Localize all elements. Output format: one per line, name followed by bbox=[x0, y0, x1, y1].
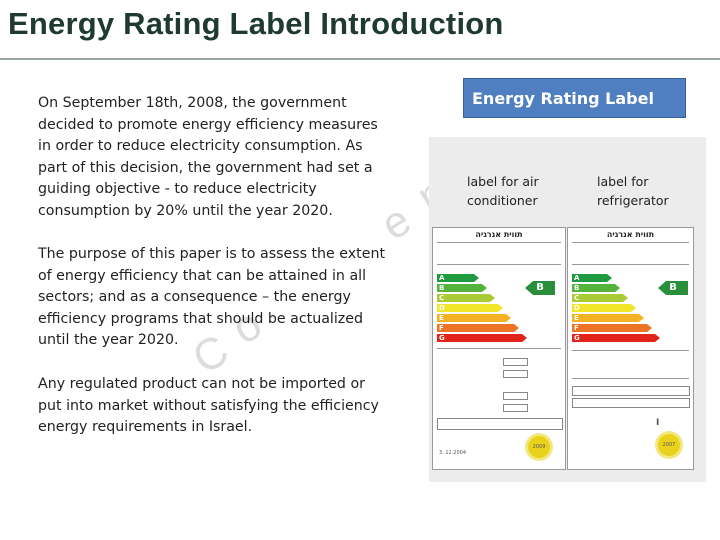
label-divider bbox=[572, 242, 689, 243]
energy-star-seal: 2009 bbox=[528, 436, 550, 458]
label-divider bbox=[572, 350, 689, 351]
rating-arrow: B bbox=[525, 281, 555, 295]
intro-paragraph: On September 18th, 2008, the government … bbox=[38, 95, 378, 219]
grade-bar-b: B bbox=[572, 284, 620, 292]
energy-label-refrigerator: תווית אנרגיה A B C D E F G B I 2007 bbox=[567, 227, 694, 470]
label-divider bbox=[437, 264, 561, 265]
value-box bbox=[503, 404, 528, 412]
energy-star-seal: 2007 bbox=[658, 434, 680, 456]
label-divider bbox=[437, 348, 561, 349]
value-box bbox=[503, 370, 528, 378]
grade-bar-b: B bbox=[437, 284, 487, 292]
energy-label-air-conditioner: תווית אנרגיה A B C D E F G B 2009 3..12.… bbox=[432, 227, 566, 470]
label-divider bbox=[572, 378, 689, 379]
label-divider bbox=[437, 242, 561, 243]
caption-refrigerator: label for refrigerator bbox=[597, 174, 669, 208]
value-box bbox=[503, 392, 528, 400]
grade-bar-e: E bbox=[437, 314, 511, 322]
grade-bar-a: A bbox=[437, 274, 479, 282]
purpose-paragraph: The purpose of this paper is to assess t… bbox=[38, 246, 386, 349]
value-box bbox=[572, 398, 690, 408]
grade-bar-f: F bbox=[572, 324, 652, 332]
value-box bbox=[503, 358, 528, 366]
grade-bar-g: G bbox=[437, 334, 527, 342]
caption-air-conditioner: label for air conditioner bbox=[467, 174, 539, 208]
grade-bar-a: A bbox=[572, 274, 612, 282]
rating-arrow: B bbox=[658, 281, 688, 295]
grade-bar-g: G bbox=[572, 334, 660, 342]
grade-bar-e: E bbox=[572, 314, 644, 322]
slide-title: Energy Rating Label Introduction bbox=[8, 6, 504, 41]
value-box bbox=[572, 386, 690, 396]
grade-bar-f: F bbox=[437, 324, 519, 332]
label-marker: I bbox=[656, 418, 660, 428]
label-footer-code: 3..12.2004 bbox=[439, 450, 467, 456]
value-box bbox=[437, 418, 563, 430]
grade-bar-c: C bbox=[572, 294, 628, 302]
grade-bar-c: C bbox=[437, 294, 495, 302]
title-divider bbox=[0, 58, 720, 60]
label-header-text: תווית אנרגיה bbox=[475, 230, 523, 239]
label-header-text: תווית אנרגיה bbox=[606, 230, 655, 239]
grade-bar-d: D bbox=[437, 304, 503, 312]
grade-bar-d: D bbox=[572, 304, 636, 312]
figure-header: Energy Rating Label bbox=[463, 78, 686, 118]
label-divider bbox=[572, 264, 689, 265]
regulation-paragraph: Any regulated product can not be importe… bbox=[38, 376, 379, 436]
